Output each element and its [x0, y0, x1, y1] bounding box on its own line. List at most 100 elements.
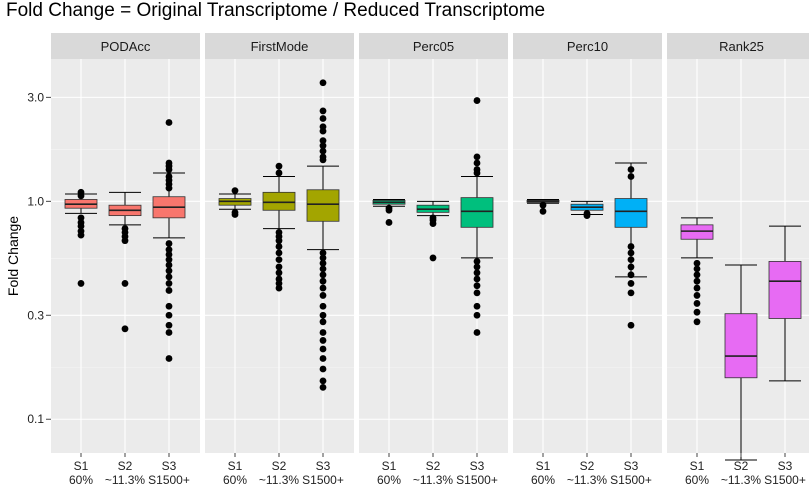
outlier-point — [693, 300, 701, 307]
facet-strip — [51, 33, 200, 59]
x-tick-label: S1 — [74, 459, 89, 473]
outlier-point — [275, 269, 283, 277]
outlier-point — [165, 166, 173, 173]
facet-label: PODAcc — [101, 39, 151, 54]
outlier-point — [693, 277, 701, 285]
y-axis-title: Fold Change — [5, 216, 21, 296]
outlier-point — [77, 231, 85, 239]
x-tick-sublabel: S1500+ — [148, 473, 190, 487]
x-tick-sublabel: S1500+ — [610, 473, 652, 487]
outlier-point — [165, 321, 173, 329]
outlier-point — [429, 220, 437, 228]
outlier-point — [319, 265, 327, 273]
x-tick-label: S3 — [778, 459, 793, 473]
outlier-point — [319, 377, 327, 385]
x-tick-label: S2 — [580, 459, 595, 473]
box — [262, 191, 296, 211]
outlier-point — [165, 240, 173, 247]
outlier-point — [473, 97, 481, 104]
outlier-point — [473, 289, 481, 297]
outlier-point — [319, 271, 327, 279]
y-tick-label: 0.1 — [27, 412, 44, 426]
outlier-point — [627, 289, 635, 297]
x-tick-sublabel: S1500+ — [302, 473, 344, 487]
outlier-point — [539, 201, 547, 209]
outlier-point — [473, 269, 481, 277]
outlier-point — [319, 142, 327, 150]
x-tick-sublabel: S1500+ — [456, 473, 498, 487]
x-tick-label: S3 — [316, 459, 331, 473]
outlier-point — [473, 153, 481, 161]
outlier-point — [627, 271, 635, 279]
y-tick-label: 0.3 — [27, 308, 44, 322]
chart-title: Fold Change = Original Transcriptome / R… — [6, 0, 546, 21]
outlier-point — [627, 263, 635, 271]
outlier-point — [627, 243, 635, 250]
outlier-point — [165, 256, 173, 264]
outlier-point — [693, 318, 701, 326]
outlier-point — [275, 169, 283, 177]
outlier-point — [319, 147, 327, 155]
outlier-point — [319, 292, 327, 299]
x-tick-label: S2 — [734, 459, 749, 473]
outlier-point — [385, 219, 393, 226]
y-tick-label: 3.0 — [27, 90, 44, 104]
facet-label: Perc05 — [413, 39, 454, 54]
outlier-point — [693, 308, 701, 316]
outlier-point — [121, 325, 129, 333]
outlier-point — [473, 302, 481, 310]
x-tick-sublabel: 60% — [685, 473, 709, 487]
x-tick-sublabel: 60% — [531, 473, 555, 487]
x-tick-sublabel: S1500+ — [764, 473, 806, 487]
x-tick-sublabel: 60% — [223, 473, 247, 487]
outlier-point — [319, 329, 327, 336]
outlier-point — [275, 284, 283, 292]
outlier-point — [693, 265, 701, 273]
outlier-point — [693, 271, 701, 279]
x-tick-sublabel: ~11.3% — [721, 473, 761, 487]
x-tick-sublabel: ~11.3% — [105, 473, 145, 487]
outlier-point — [627, 173, 635, 180]
outlier-point — [473, 275, 481, 283]
outlier-point — [473, 159, 481, 167]
x-tick-sublabel: 60% — [69, 473, 93, 487]
box — [724, 313, 758, 379]
box — [614, 198, 648, 228]
facet-strip — [205, 33, 354, 59]
outlier-point — [165, 311, 173, 319]
outlier-point — [319, 318, 327, 326]
facet-strip — [359, 33, 508, 59]
outlier-point — [429, 254, 437, 262]
outlier-point — [165, 267, 173, 275]
outlier-point — [77, 280, 85, 287]
outlier-point — [693, 259, 701, 267]
outlier-point — [165, 329, 173, 336]
outlier-point — [165, 119, 173, 126]
facet-panel — [667, 59, 809, 453]
x-tick-sublabel: ~11.3% — [259, 473, 299, 487]
x-tick-label: S1 — [536, 459, 551, 473]
outlier-point — [275, 243, 283, 250]
outlier-point — [319, 259, 327, 267]
outlier-point — [319, 365, 327, 373]
outlier-point — [275, 162, 283, 170]
outlier-point — [165, 261, 173, 269]
outlier-point — [473, 263, 481, 271]
outlier-point — [165, 287, 173, 294]
outlier-point — [165, 355, 173, 362]
outlier-point — [473, 311, 481, 319]
outlier-point — [319, 355, 327, 362]
outlier-point — [539, 207, 547, 215]
outlier-point — [473, 258, 481, 265]
outlier-point — [627, 256, 635, 264]
outlier-point — [319, 107, 327, 115]
x-tick-label: S1 — [382, 459, 397, 473]
x-tick-label: S2 — [272, 459, 287, 473]
box — [460, 197, 494, 228]
outlier-point — [319, 384, 327, 391]
x-tick-label: S3 — [162, 459, 177, 473]
outlier-point — [627, 249, 635, 257]
outlier-point — [165, 246, 173, 254]
outlier-point — [693, 284, 701, 292]
